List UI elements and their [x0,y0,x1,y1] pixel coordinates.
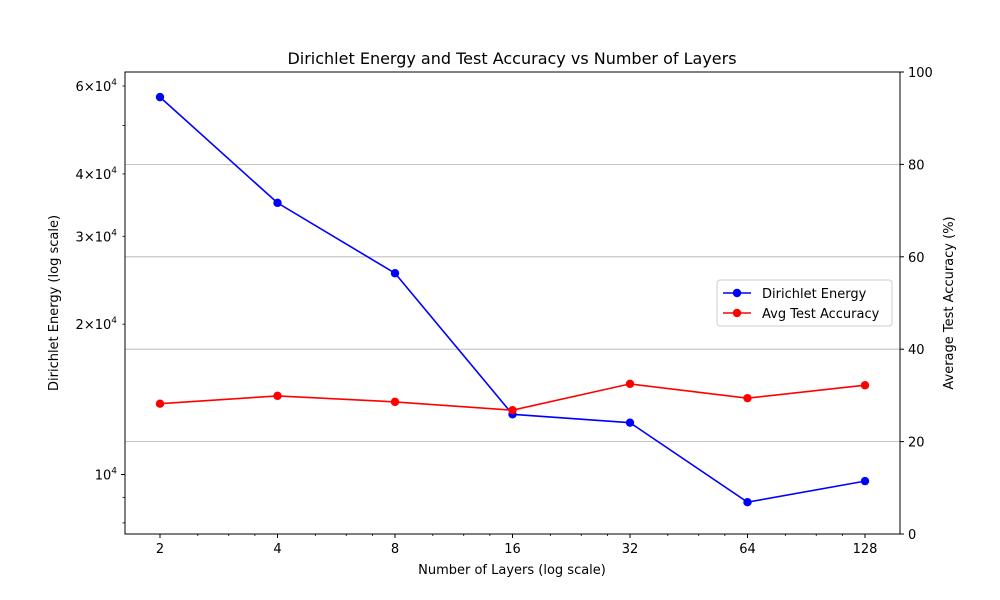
legend-box [716,279,893,327]
right-y-axis: 0 20 40 60 80 100 [900,66,933,543]
avg-test-accuracy-point [508,405,517,415]
left-tick-label: 104 [95,466,118,483]
legend: Dirichlet Energy Avg Test Accuracy [716,279,893,327]
right-tick-label: 100 [908,66,933,81]
left-tick-label: 4×104 [76,166,118,183]
right-tick-label: 60 [908,251,925,266]
right-axis-gridlines [125,163,900,443]
avg-test-accuracy-point [390,397,400,407]
right-tick-label: 20 [908,436,925,451]
dirichlet-energy-point [625,418,635,427]
right-y-axis-label: Average Test Accuracy (%) [942,216,957,389]
left-y-axis: 104 2×104 3×104 4×104 6×104 [76,78,125,524]
x-tick-label: 16 [504,542,521,557]
dirichlet-energy-point [743,498,752,507]
left-y-axis-label: Dirichlet Energy (log scale) [47,215,62,391]
avg-test-accuracy-point [273,391,282,401]
dirichlet-energy-point [860,476,870,486]
avg-test-accuracy-point [155,399,165,408]
x-tick-label: 64 [739,542,756,557]
right-tick-label: 0 [908,528,916,543]
left-tick-label: 6×104 [76,78,118,95]
dirichlet-energy-point [273,198,282,208]
series-layer [155,92,870,507]
legend-label-avg-test-accuracy: Avg Test Accuracy [762,307,880,322]
avg-test-accuracy-point [860,381,870,390]
dirichlet-energy-point [390,269,400,278]
legend-marker-avg-test-accuracy [732,308,742,318]
left-tick-label: 2×104 [76,316,118,333]
left-tick-label: 3×104 [76,228,118,245]
x-tick-label: 2 [156,542,164,557]
x-axis-label: Number of Layers (log scale) [418,563,606,578]
legend-label-dirichlet-energy: Dirichlet Energy [762,287,867,302]
x-tick-label: 8 [391,542,399,557]
chart-title: Dirichlet Energy and Test Accuracy vs Nu… [287,49,736,68]
dirichlet-energy-point [155,92,165,102]
x-tick-label: 4 [273,542,281,557]
right-tick-label: 80 [908,158,925,173]
x-tick-label: 32 [622,542,639,557]
avg-test-accuracy-point [625,379,635,389]
avg-test-accuracy-point [743,393,752,403]
right-tick-label: 40 [908,343,925,358]
x-tick-label: 128 [853,542,878,557]
x-axis: 2 4 8 16 32 64 128 [156,534,878,557]
legend-marker-dirichlet-energy [732,288,742,298]
